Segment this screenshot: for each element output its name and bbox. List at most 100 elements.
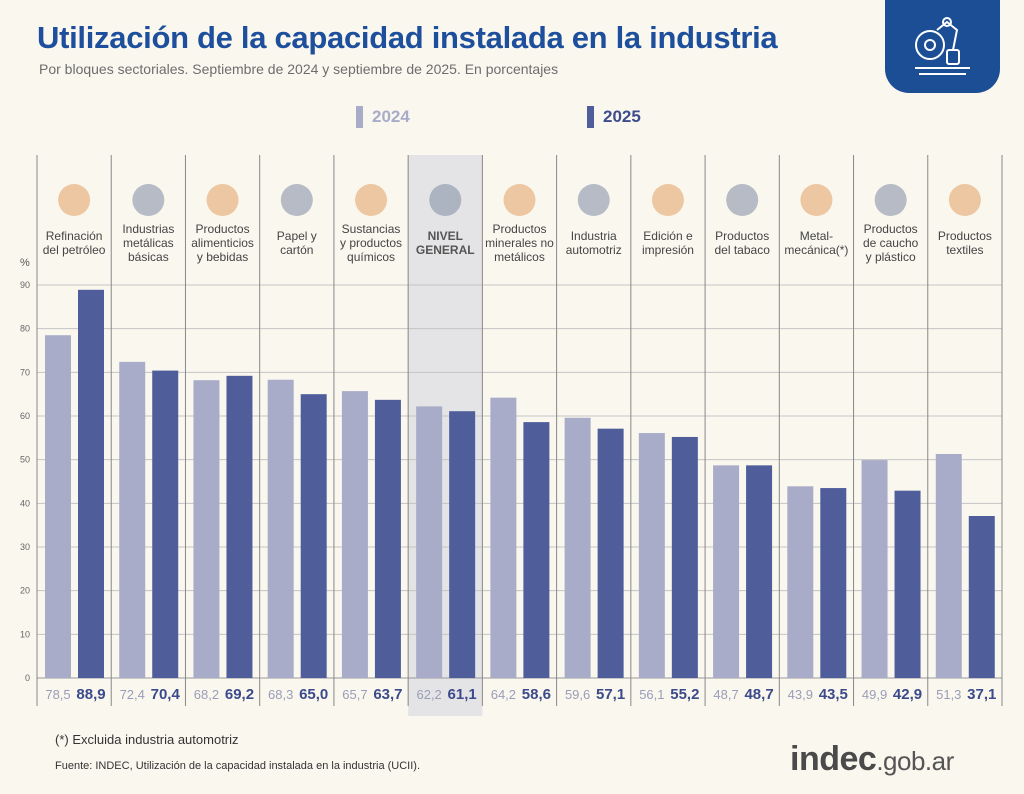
category-label: Metal- — [800, 229, 833, 243]
brand-domain: .gob.ar — [876, 746, 954, 776]
value-label-2024: 65,7 — [342, 687, 367, 702]
legend-item-2025: 2025 — [587, 106, 641, 128]
bar-2024 — [267, 379, 294, 678]
bar-2024 — [861, 460, 888, 678]
value-label-2024: 72,4 — [120, 687, 145, 702]
bar-2025 — [523, 422, 550, 678]
category-label: impresión — [642, 243, 694, 257]
page-subtitle: Por bloques sectoriales. Septiembre de 2… — [39, 61, 559, 77]
category-label: del petróleo — [43, 243, 106, 257]
value-label-2024: 78,5 — [45, 687, 70, 702]
category-icon-shape — [577, 184, 610, 216]
value-label-2024: 68,2 — [194, 687, 219, 702]
bar-2024 — [416, 406, 443, 678]
category-label: Sustancias — [342, 222, 401, 236]
value-label-2025: 65,0 — [299, 686, 328, 703]
category-icon-shape — [206, 184, 239, 216]
value-label-2025: 48,7 — [744, 686, 773, 703]
bar-2025 — [894, 490, 921, 678]
category-label: Productos — [938, 229, 992, 243]
category-icon — [874, 184, 907, 216]
bar-2024 — [787, 486, 814, 678]
value-label-2024: 59,6 — [565, 687, 590, 702]
bar-2024 — [193, 380, 220, 678]
bar-2024 — [638, 433, 665, 678]
value-label-2025: 63,7 — [373, 686, 402, 703]
bar-2024 — [564, 417, 591, 678]
value-label-2024: 43,9 — [788, 687, 813, 702]
category-icon — [355, 184, 388, 216]
category-label: textiles — [946, 243, 983, 257]
value-label-2024: 56,1 — [639, 687, 664, 702]
category-label: y bebidas — [197, 250, 248, 264]
bar-2024 — [490, 397, 517, 678]
category-icon — [429, 184, 462, 216]
legend-swatch-2025 — [587, 106, 594, 128]
legend-label-2024: 2024 — [372, 107, 410, 126]
category-label: Papel y — [277, 229, 317, 243]
bar-2024 — [45, 335, 71, 678]
category-label: Industria — [571, 229, 617, 243]
category-label: minerales no — [485, 236, 554, 250]
bar-2025 — [374, 399, 401, 678]
category-icon — [651, 184, 684, 216]
bar-2025 — [78, 289, 104, 678]
category-label: mecánica(*) — [784, 243, 848, 257]
y-tick-label: 80 — [20, 324, 30, 334]
category-label: del tabaco — [714, 243, 770, 257]
bar-2025 — [746, 465, 773, 678]
y-axis-label: % — [20, 257, 30, 269]
category-icon-shape — [280, 184, 313, 216]
category-icon — [726, 184, 759, 216]
bar-2025 — [820, 488, 847, 678]
category-label: metálicas — [123, 236, 174, 250]
category-icon — [948, 184, 981, 216]
y-tick-label: 0 — [25, 673, 30, 683]
y-tick-label: 50 — [20, 455, 30, 465]
indec-brand-logo: indec.gob.ar — [790, 740, 954, 779]
category-label: GENERAL — [416, 243, 475, 257]
value-label-2025: 58,6 — [522, 686, 551, 703]
value-label-2025: 43,5 — [819, 686, 848, 703]
category-icon — [577, 184, 610, 216]
category-label: Productos — [715, 229, 769, 243]
value-label-2024: 68,3 — [268, 687, 293, 702]
bar-2024 — [713, 465, 740, 678]
y-tick-label: 60 — [20, 411, 30, 421]
bar-2025 — [449, 411, 476, 678]
category-label: NIVEL — [428, 229, 463, 243]
legend-label-2025: 2025 — [603, 107, 641, 126]
bar-2025 — [671, 436, 698, 678]
category-label: alimenticios — [191, 236, 254, 250]
category-icon-shape — [874, 184, 907, 216]
value-label-2024: 64,2 — [491, 687, 516, 702]
category-icon-shape — [355, 184, 388, 216]
category-label: Productos — [196, 222, 250, 236]
value-label-2024: 51,3 — [936, 687, 961, 702]
bar-2024 — [935, 453, 962, 678]
bar-2025 — [226, 375, 253, 678]
category-label: y plástico — [866, 250, 916, 264]
category-label: básicas — [128, 250, 169, 264]
category-label: químicos — [347, 250, 395, 264]
category-icon-shape — [503, 184, 536, 216]
category-icon-shape — [948, 184, 981, 216]
bar-2025 — [300, 394, 327, 678]
bar-2024 — [341, 391, 368, 678]
y-tick-label: 70 — [20, 367, 30, 377]
value-label-2025: 57,1 — [596, 686, 625, 703]
value-label-2025: 69,2 — [225, 686, 254, 703]
value-label-2025: 70,4 — [151, 686, 181, 703]
category-label: cartón — [280, 243, 313, 257]
y-tick-label: 10 — [20, 629, 30, 639]
brand-main: indec — [790, 740, 877, 778]
value-label-2024: 48,7 — [713, 687, 738, 702]
value-label-2025: 37,1 — [967, 686, 996, 703]
category-label: Industrias — [122, 222, 174, 236]
bar-2024 — [119, 361, 146, 678]
value-label-2025: 88,9 — [76, 686, 105, 703]
category-icon — [132, 184, 165, 216]
category-label: Productos — [492, 222, 546, 236]
category-label: metálicos — [494, 250, 545, 264]
